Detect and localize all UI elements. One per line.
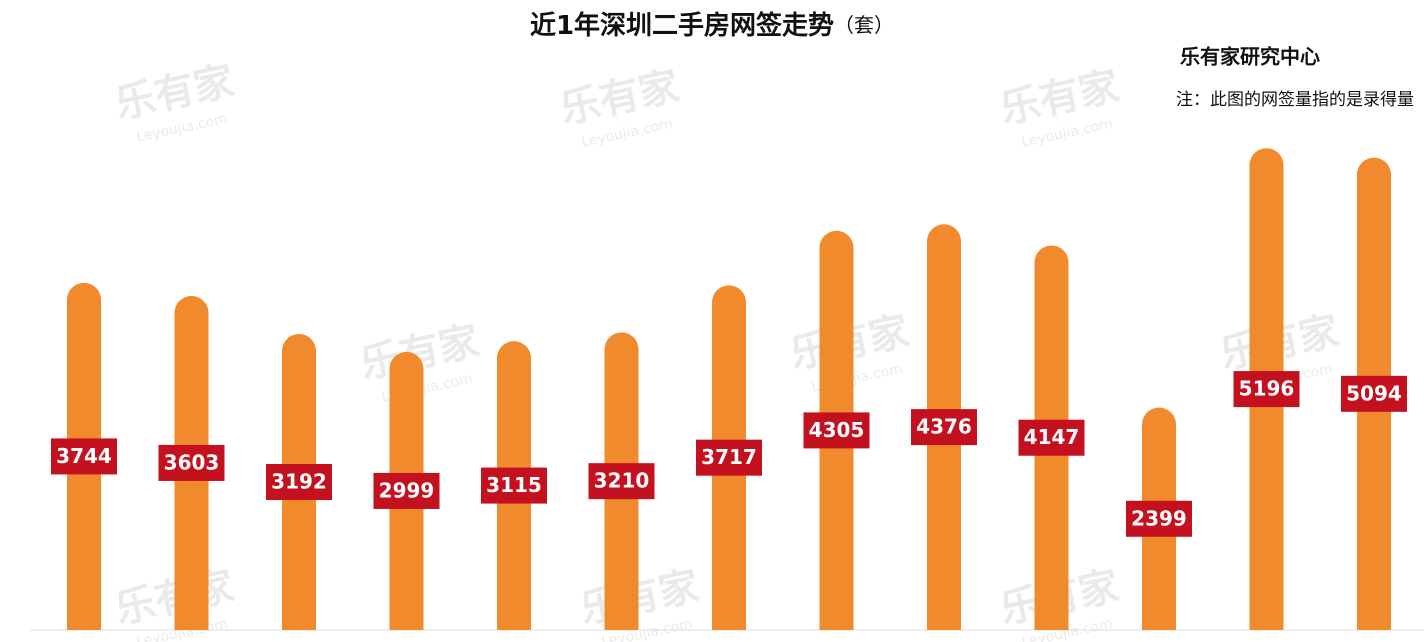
value-label: 2999 [379,478,435,502]
value-label: 3603 [164,450,220,474]
value-label-box [588,463,655,500]
value-label: 5196 [1239,377,1295,401]
value-label-box [266,464,332,501]
value-label-box [1018,419,1085,456]
value-label-box [696,439,762,476]
value-label-box [803,412,870,449]
value-label-box [373,472,440,509]
value-label: 3192 [271,470,327,494]
title-unit: （套） [834,13,894,37]
value-label-box [911,409,977,446]
value-label-box [1233,371,1300,408]
value-label: 3717 [701,445,757,469]
source: 乐有家研究中心 [1180,45,1320,69]
value-label: 2399 [1131,506,1187,530]
value-label-box [1126,500,1192,537]
value-label: 5094 [1346,381,1402,405]
note: 注：此图的网签量指的是录得量 [1176,90,1414,110]
value-label: 3115 [486,473,542,497]
value-label-box [1341,375,1407,412]
value-label-box [51,438,117,475]
value-label: 4376 [916,415,972,439]
value-label: 3210 [594,469,650,493]
value-label: 4305 [809,418,865,442]
value-label: 3744 [56,444,112,468]
title-main: 近1年深圳二手房网签走势 [530,10,834,41]
value-label: 4147 [1024,425,1080,449]
chart-title: 近1年深圳二手房网签走势（套） [530,10,894,41]
value-label-box [158,444,225,481]
value-label-box [481,467,547,504]
